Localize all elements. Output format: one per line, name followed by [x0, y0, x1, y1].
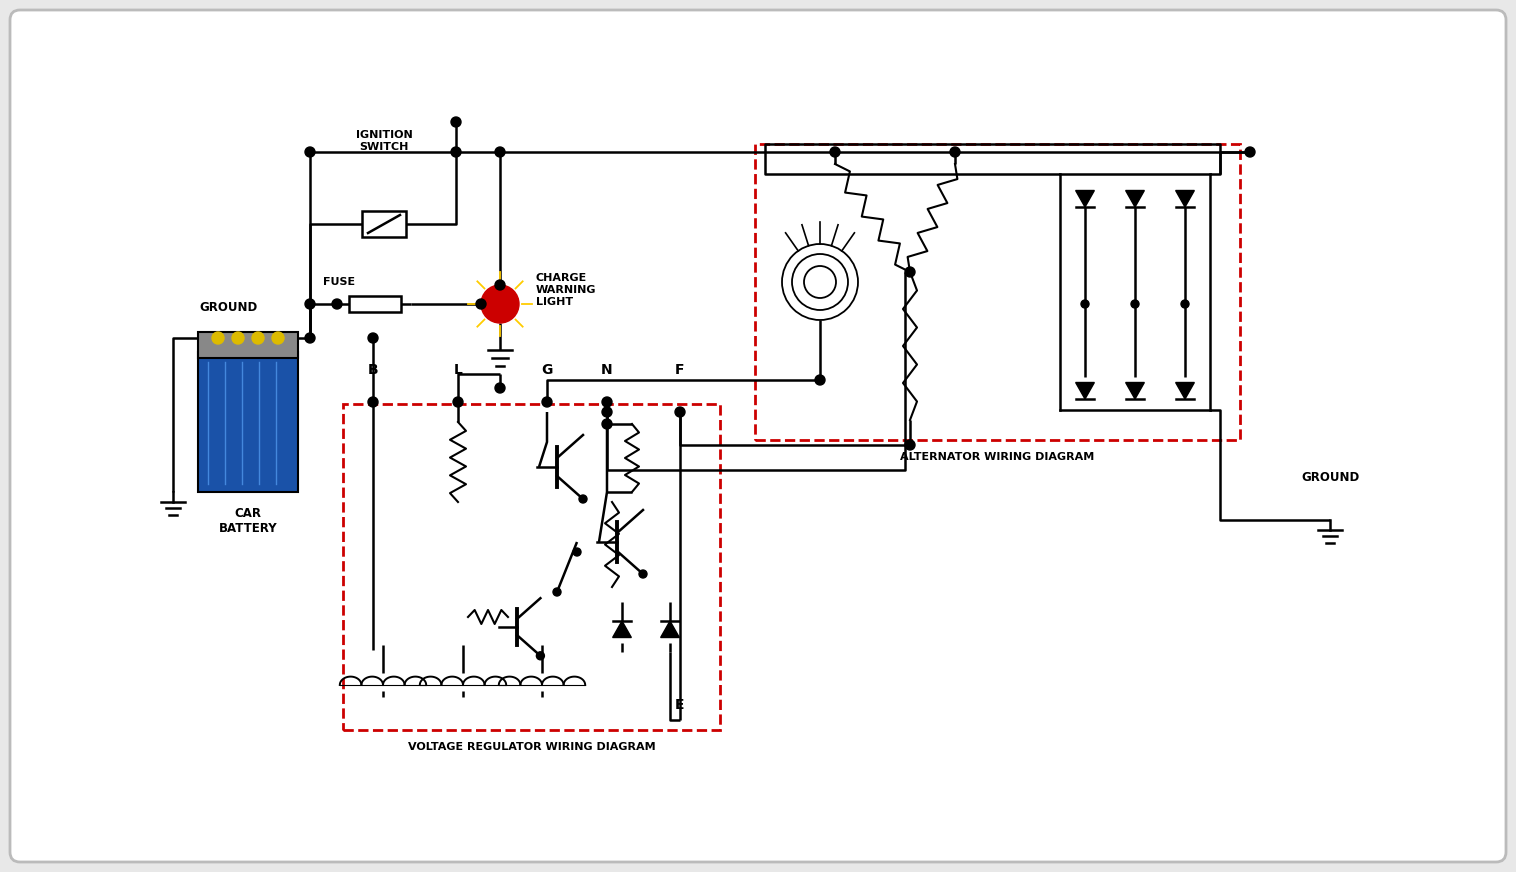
Circle shape — [1081, 300, 1088, 308]
Circle shape — [305, 333, 315, 343]
Circle shape — [496, 147, 505, 157]
Circle shape — [232, 332, 244, 344]
Circle shape — [453, 397, 462, 407]
Circle shape — [602, 397, 612, 407]
Polygon shape — [1126, 383, 1145, 399]
Circle shape — [305, 299, 315, 309]
FancyBboxPatch shape — [11, 10, 1505, 862]
Circle shape — [640, 570, 647, 578]
Text: VOLTAGE REGULATOR WIRING DIAGRAM: VOLTAGE REGULATOR WIRING DIAGRAM — [408, 742, 655, 752]
Circle shape — [579, 495, 587, 503]
Circle shape — [252, 332, 264, 344]
Circle shape — [905, 267, 916, 277]
Bar — [343, 404, 720, 730]
Circle shape — [829, 147, 840, 157]
Bar — [362, 211, 406, 237]
Circle shape — [368, 333, 377, 343]
Circle shape — [1131, 300, 1139, 308]
Bar — [755, 144, 1240, 440]
Circle shape — [1181, 300, 1189, 308]
Polygon shape — [1126, 190, 1145, 207]
Text: CAR
BATTERY: CAR BATTERY — [218, 507, 277, 535]
Circle shape — [1245, 147, 1255, 157]
Circle shape — [450, 147, 461, 157]
Circle shape — [816, 375, 825, 385]
Polygon shape — [612, 621, 631, 637]
Polygon shape — [1175, 190, 1195, 207]
Circle shape — [368, 397, 377, 407]
Circle shape — [212, 332, 224, 344]
Text: E: E — [675, 698, 685, 712]
Circle shape — [905, 440, 916, 450]
Polygon shape — [1175, 383, 1195, 399]
Circle shape — [573, 548, 581, 556]
Circle shape — [602, 407, 612, 417]
Bar — [199, 352, 299, 492]
Text: IGNITION
SWITCH: IGNITION SWITCH — [356, 131, 412, 152]
Text: G: G — [541, 363, 553, 377]
Bar — [349, 296, 402, 312]
Circle shape — [496, 280, 505, 290]
Text: L: L — [453, 363, 462, 377]
Text: GROUND: GROUND — [1301, 471, 1360, 484]
Circle shape — [481, 285, 518, 323]
Text: FUSE: FUSE — [323, 277, 355, 287]
Polygon shape — [661, 621, 679, 637]
Circle shape — [271, 332, 283, 344]
Circle shape — [305, 147, 315, 157]
Circle shape — [553, 588, 561, 596]
Polygon shape — [1076, 190, 1095, 207]
Bar — [199, 332, 299, 358]
Text: B: B — [368, 363, 379, 377]
Text: CHARGE
WARNING
LIGHT: CHARGE WARNING LIGHT — [537, 274, 596, 307]
Text: GROUND: GROUND — [199, 301, 258, 314]
Text: ALTERNATOR WIRING DIAGRAM: ALTERNATOR WIRING DIAGRAM — [901, 452, 1095, 462]
Text: N: N — [602, 363, 612, 377]
Circle shape — [450, 117, 461, 127]
Circle shape — [537, 651, 544, 660]
Circle shape — [602, 419, 612, 429]
Polygon shape — [1076, 383, 1095, 399]
Circle shape — [951, 147, 960, 157]
Circle shape — [543, 397, 552, 407]
Circle shape — [332, 299, 343, 309]
Circle shape — [476, 299, 487, 309]
Text: F: F — [675, 363, 685, 377]
Circle shape — [675, 407, 685, 417]
Circle shape — [496, 383, 505, 393]
